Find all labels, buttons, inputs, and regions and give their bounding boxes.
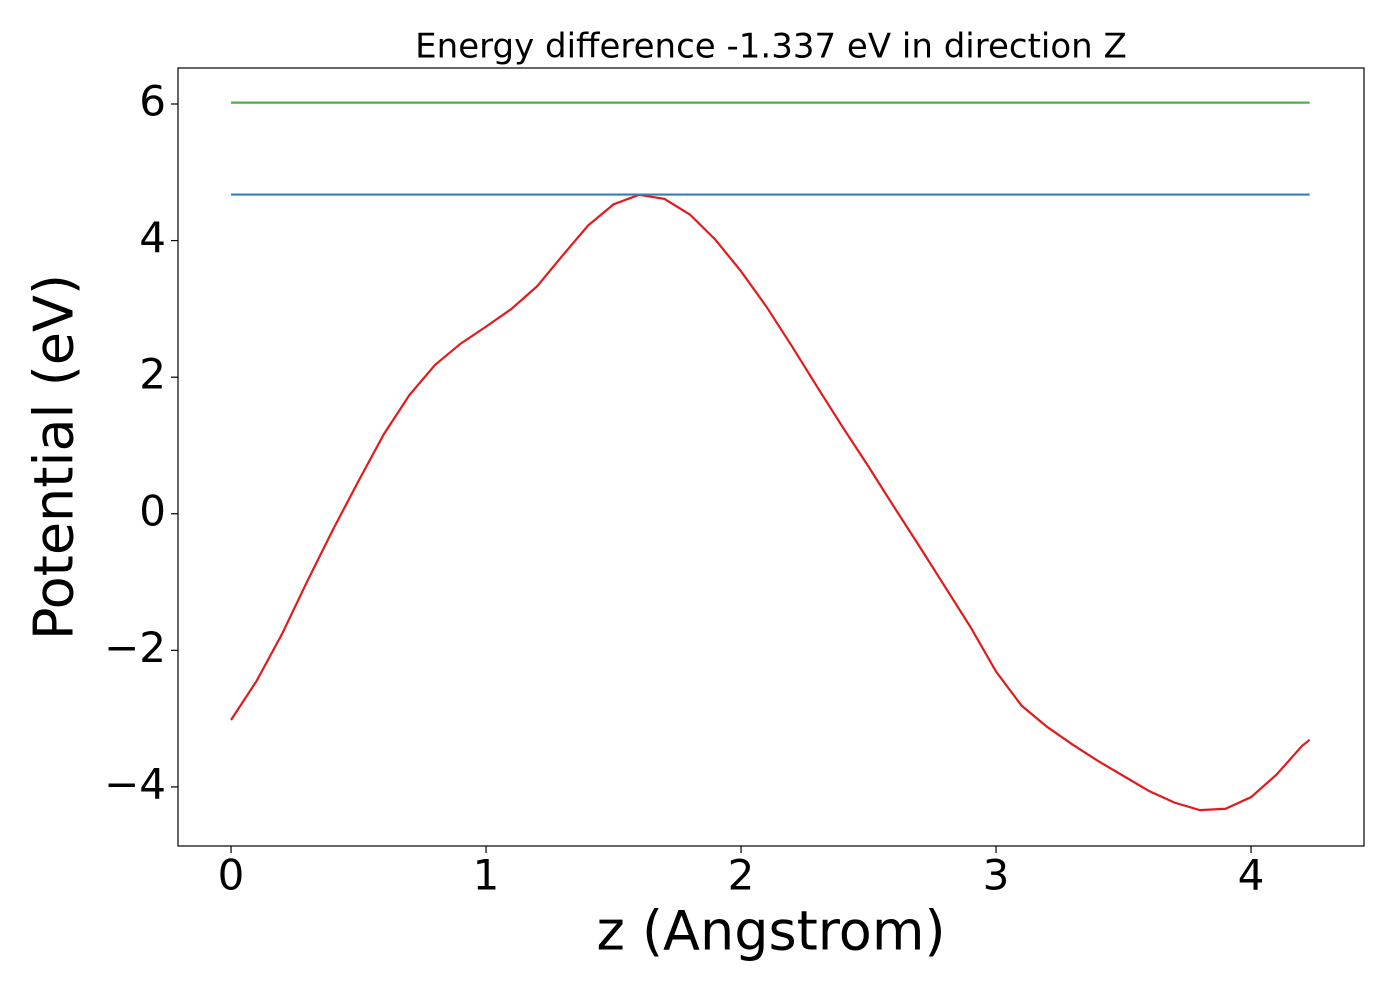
x-tick-label: 3 — [983, 851, 1010, 900]
x-tick-label: 0 — [218, 851, 245, 900]
plot-frame — [177, 67, 1365, 847]
x-tick-label: 4 — [1238, 851, 1265, 900]
x-tick-label: 1 — [473, 851, 500, 900]
line-series — [230, 193, 1311, 812]
y-tick-label: −2 — [104, 623, 166, 672]
chart-title: Energy difference -1.337 eV in direction… — [415, 27, 1127, 67]
y-tick-label: 0 — [139, 486, 166, 535]
y-axis-label: Potential (eV) — [23, 274, 86, 640]
y-tick-label: −4 — [104, 759, 166, 808]
y-tick-label: 4 — [139, 213, 166, 262]
x-axis-label: z (Angstrom) — [596, 900, 945, 963]
y-tick-label: 6 — [139, 76, 166, 125]
x-tick-label: 2 — [728, 851, 755, 900]
y-tick-label: 2 — [139, 350, 166, 399]
